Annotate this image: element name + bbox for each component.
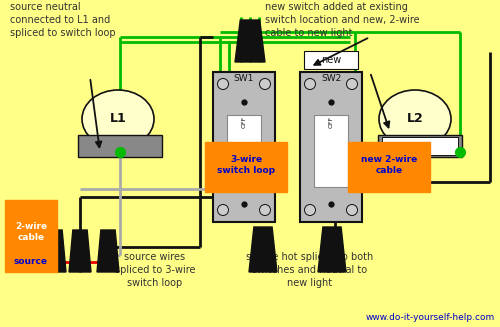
Text: 3-wire
switch loop: 3-wire switch loop xyxy=(217,155,275,175)
Ellipse shape xyxy=(304,204,316,215)
Text: new: new xyxy=(321,55,341,65)
Polygon shape xyxy=(318,227,346,272)
Bar xyxy=(205,142,287,192)
Text: new 2-wire
cable: new 2-wire cable xyxy=(361,155,417,175)
Polygon shape xyxy=(235,20,265,62)
Ellipse shape xyxy=(218,204,228,215)
Text: new switch added at existing
switch location and new, 2-wire
cable to new light: new switch added at existing switch loca… xyxy=(265,2,420,38)
Ellipse shape xyxy=(346,78,358,90)
Bar xyxy=(304,51,358,69)
Bar xyxy=(213,72,275,222)
Ellipse shape xyxy=(260,78,270,90)
Ellipse shape xyxy=(346,204,358,215)
Ellipse shape xyxy=(218,78,228,90)
Polygon shape xyxy=(97,230,119,272)
Bar xyxy=(78,135,162,157)
Bar xyxy=(227,115,261,187)
Text: source neutral
connected to L1 and
spliced to switch loop: source neutral connected to L1 and splic… xyxy=(10,2,116,38)
Bar xyxy=(378,135,462,157)
Text: www.do-it-yourself-help.com: www.do-it-yourself-help.com xyxy=(366,313,495,322)
Bar xyxy=(300,72,362,222)
Bar xyxy=(5,200,57,272)
Text: L1: L1 xyxy=(110,112,126,126)
Bar xyxy=(314,115,348,187)
Text: OFF: OFF xyxy=(242,116,246,128)
Text: SW2: SW2 xyxy=(321,74,341,83)
Ellipse shape xyxy=(260,204,270,215)
Text: L2: L2 xyxy=(406,112,424,126)
Polygon shape xyxy=(44,230,66,272)
Text: source hot spliced to both
switches and neutral to
new light: source hot spliced to both switches and … xyxy=(246,252,374,288)
Bar xyxy=(382,137,458,155)
Text: source wires
spliced to 3-wire
switch loop: source wires spliced to 3-wire switch lo… xyxy=(115,252,195,288)
Ellipse shape xyxy=(379,90,451,148)
Polygon shape xyxy=(69,230,91,272)
Text: 2-wire
cable: 2-wire cable xyxy=(15,222,47,242)
Text: OFF: OFF xyxy=(328,116,334,128)
Text: new: new xyxy=(410,141,430,151)
Ellipse shape xyxy=(82,90,154,148)
Text: SW1: SW1 xyxy=(234,74,254,83)
Ellipse shape xyxy=(304,78,316,90)
Polygon shape xyxy=(249,227,277,272)
Text: source: source xyxy=(14,257,48,267)
Bar xyxy=(348,142,430,192)
